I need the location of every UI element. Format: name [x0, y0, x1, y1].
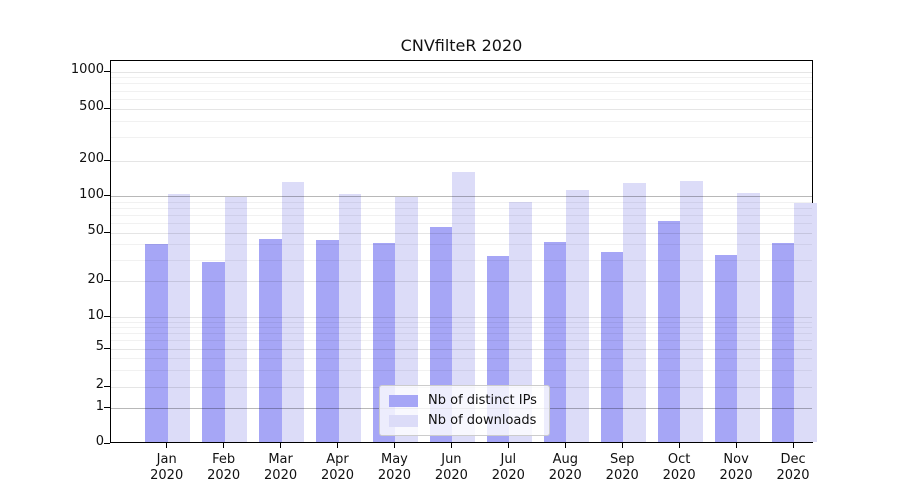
- x-tick: [792, 443, 794, 448]
- gridline: [111, 90, 812, 92]
- x-tick-label-jan: Jan 2020: [150, 452, 184, 483]
- bar-distinct-ips-apr: [316, 240, 339, 442]
- x-tick-label-apr: Apr 2020: [320, 452, 355, 483]
- gridline: [111, 83, 812, 85]
- bar-downloads-mar: [281, 181, 305, 442]
- legend-swatch-downloads: [389, 414, 418, 427]
- bar-distinct-ips-mar: [259, 239, 282, 442]
- y-tick: [104, 280, 110, 282]
- bar-downloads-oct: [680, 181, 703, 442]
- bar-downloads-may: [395, 196, 418, 442]
- chart-title: CNVfilteR 2020: [400, 36, 523, 55]
- y-tick-label-500: 500: [79, 99, 104, 114]
- bar-downloads-jul: [509, 202, 532, 442]
- y-tick: [104, 70, 110, 72]
- gridline: [111, 121, 812, 123]
- bar-distinct-ips-feb: [202, 261, 225, 442]
- y-tick: [104, 385, 110, 387]
- x-tick-label-jun: Jun 2020: [434, 452, 468, 483]
- legend-label-downloads: Nb of downloads: [428, 413, 537, 428]
- x-tick-label-mar: Mar 2020: [264, 452, 298, 483]
- y-tick-label-100: 100: [79, 186, 104, 202]
- legend-item-downloads: Nb of downloads: [389, 413, 537, 428]
- bar-downloads-apr: [338, 194, 362, 442]
- x-tick: [735, 443, 737, 448]
- y-tick-label-50: 50: [87, 223, 104, 238]
- x-tick-label-oct: Oct 2020: [662, 452, 696, 483]
- legend-label-distinct-ips: Nb of distinct IPs: [428, 393, 537, 408]
- x-tick: [450, 443, 452, 448]
- bar-downloads-sep: [623, 182, 646, 442]
- x-tick: [223, 443, 225, 448]
- x-tick: [280, 443, 282, 448]
- plot-area: Nb of distinct IPs Nb of downloads: [110, 60, 817, 443]
- bar-downloads-jun: [452, 171, 475, 442]
- y-tick-label-5: 5: [95, 339, 104, 355]
- y-tick: [104, 107, 110, 109]
- x-tick-label-sep: Sep 2020: [605, 452, 639, 483]
- gridline: [111, 77, 812, 79]
- gridline: [111, 108, 812, 110]
- x-tick-label-jul: Jul 2020: [491, 452, 525, 483]
- x-tick: [564, 443, 566, 448]
- x-tick: [337, 443, 339, 448]
- bar-downloads-dec: [794, 203, 817, 442]
- gridline: [111, 160, 812, 162]
- y-tick-label-10: 10: [87, 307, 104, 323]
- legend-item-distinct-ips: Nb of distinct IPs: [389, 393, 537, 408]
- bar-downloads-feb: [224, 197, 248, 442]
- x-tick: [678, 443, 680, 448]
- y-tick: [104, 442, 110, 444]
- y-tick: [104, 407, 110, 409]
- bar-downloads-aug: [566, 189, 589, 442]
- y-tick-label-1: 1: [95, 398, 104, 414]
- y-tick-label-2: 2: [95, 377, 104, 392]
- bar-downloads-jan: [167, 194, 191, 442]
- legend-swatch-distinct-ips: [389, 394, 418, 407]
- bar-distinct-ips-sep: [600, 251, 624, 442]
- y-tick: [104, 195, 110, 196]
- bar-downloads-nov: [737, 192, 760, 442]
- bar-distinct-ips-nov: [714, 254, 738, 442]
- bar-distinct-ips-oct: [657, 221, 681, 442]
- y-tick-label-200: 200: [79, 151, 104, 166]
- y-tick: [104, 231, 110, 233]
- legend: Nb of distinct IPs Nb of downloads: [379, 385, 550, 436]
- y-tick: [104, 316, 110, 318]
- x-tick: [166, 443, 168, 448]
- bar-distinct-ips-jan: [145, 244, 168, 442]
- gridline: [111, 98, 812, 100]
- y-tick: [104, 347, 110, 349]
- y-tick-label-20: 20: [87, 271, 104, 287]
- x-tick-label-aug: Aug 2020: [548, 452, 582, 483]
- y-tick-label-0: 0: [95, 434, 104, 450]
- x-tick-label-feb: Feb 2020: [207, 452, 241, 483]
- x-tick-label-nov: Nov 2020: [719, 452, 753, 483]
- y-tick-label-1000: 1000: [70, 62, 104, 77]
- y-tick: [104, 159, 110, 161]
- bar-distinct-ips-dec: [771, 242, 795, 442]
- gridline: [111, 71, 812, 73]
- x-tick: [621, 443, 623, 448]
- x-tick-label-may: May 2020: [377, 452, 411, 483]
- gridline: [111, 137, 812, 139]
- x-tick-label-dec: Dec 2020: [776, 452, 810, 483]
- x-tick: [507, 443, 509, 448]
- x-tick: [393, 443, 395, 448]
